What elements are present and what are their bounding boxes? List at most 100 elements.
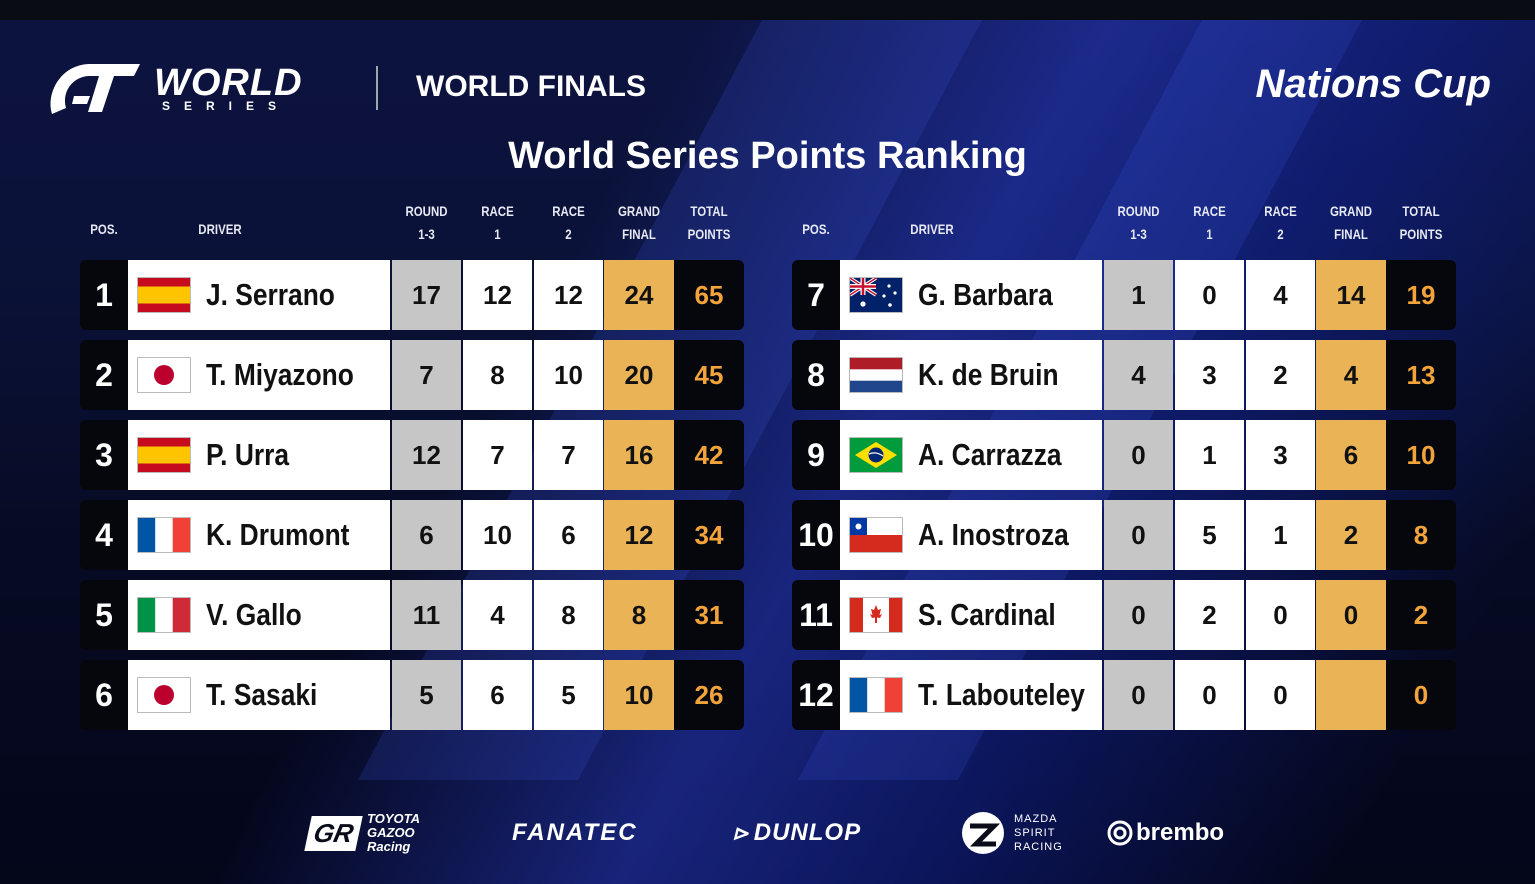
toyota-gazoo-racing-logo: GR TOYOTA GAZOO Racing	[304, 808, 420, 858]
round13-points: 1	[1104, 260, 1173, 330]
logo-series-text: SERIES	[162, 99, 291, 113]
japan-flag-icon	[138, 678, 190, 712]
standings-row: 6 T. Sasaki 5 6 5 10 26	[80, 660, 744, 730]
total-points: 19	[1386, 260, 1456, 330]
position-cell	[792, 580, 840, 650]
canada-flag-icon	[850, 598, 902, 632]
sponsor-text: GAZOO	[367, 825, 415, 840]
position-number: 3	[95, 437, 113, 473]
race1-points: 0	[1175, 260, 1244, 330]
gr-badge: GR	[304, 815, 363, 851]
sponsor-text: SPIRIT	[1014, 827, 1056, 839]
total-points: 2	[1386, 580, 1456, 650]
sponsor-text: TOYOTA	[367, 811, 420, 826]
driver-name: T. Labouteley	[918, 677, 1085, 712]
header-driver: DRIVER	[198, 221, 242, 237]
grand-final-points: 0	[1316, 580, 1386, 650]
position-cell	[792, 340, 840, 410]
chile-flag-icon	[850, 518, 902, 552]
race2-points: 7	[534, 420, 603, 490]
header-race1: RACE 1	[481, 203, 514, 242]
total-points: 34	[674, 500, 744, 570]
standings-row: 8 K. de Bruin 4 3 2 4 13	[792, 340, 1456, 410]
driver-name: A. Carrazza	[918, 437, 1062, 472]
race1-points: 6	[463, 660, 532, 730]
total-points: 31	[674, 580, 744, 650]
grand-final-points: 10	[604, 660, 674, 730]
brembo-icon	[1107, 820, 1133, 846]
race1-points: 8	[463, 340, 532, 410]
position-number: 6	[95, 677, 113, 713]
header-driver: DRIVER	[910, 221, 954, 237]
race2-points: 1	[1246, 500, 1315, 570]
header-race2: RACE 2	[1264, 203, 1297, 242]
round13-points: 0	[1104, 660, 1173, 730]
position-cell	[792, 660, 840, 730]
total-points: 10	[1386, 420, 1456, 490]
grand-final-points: 8	[604, 580, 674, 650]
position-number: 12	[798, 677, 834, 713]
spain-flag-icon	[138, 438, 190, 472]
netherlands-flag-icon	[850, 358, 902, 392]
mazda-spirit-icon	[962, 812, 1004, 854]
position-number: 8	[807, 357, 825, 393]
header-race2: RACE 2	[552, 203, 585, 242]
round13-points: 0	[1104, 420, 1173, 490]
total-points: 0	[1386, 660, 1456, 730]
sponsor-text: MAZDA	[1014, 813, 1058, 825]
driver-name: J. Serrano	[206, 277, 335, 312]
round13-points: 4	[1104, 340, 1173, 410]
race2-points: 5	[534, 660, 603, 730]
position-cell	[792, 420, 840, 490]
standings-row: 12 T. Labouteley 0 0 0 0	[792, 660, 1456, 730]
france-flag-icon	[138, 518, 190, 552]
race1-points: 4	[463, 580, 532, 650]
grand-final-points: 12	[604, 500, 674, 570]
driver-cell: K. Drumont	[128, 500, 390, 570]
race2-points: 4	[1246, 260, 1315, 330]
driver-cell: A. Carrazza	[840, 420, 1102, 490]
fanatec-logo: FANATEC	[512, 819, 638, 846]
total-points: 26	[674, 660, 744, 730]
standings-row: 3 P. Urra 12 7 7 16 42	[80, 420, 744, 490]
race2-points: 0	[1246, 580, 1315, 650]
grand-final-points: 6	[1316, 420, 1386, 490]
position-number: 7	[807, 277, 825, 313]
header-pos: POS.	[90, 221, 118, 237]
standings-row: 9 A. Carrazza 0 1 3 6 10	[792, 420, 1456, 490]
standings-row: 7 G. Barbara 1 0 4 14 19	[792, 260, 1456, 330]
grand-final-points: 16	[604, 420, 674, 490]
driver-cell: T. Sasaki	[128, 660, 390, 730]
australia-flag-icon	[849, 276, 902, 312]
event-title: WORLD FINALS	[416, 70, 646, 103]
position-number: 5	[95, 597, 113, 633]
driver-name: S. Cardinal	[918, 597, 1056, 632]
round13-points: 7	[392, 340, 461, 410]
sponsor-text: RACING	[1014, 841, 1063, 853]
grand-final-points: 2	[1316, 500, 1386, 570]
driver-name: V. Gallo	[206, 597, 302, 632]
brembo-text: brembo	[1136, 819, 1225, 846]
race2-points: 12	[534, 260, 603, 330]
position-number: 10	[798, 517, 834, 553]
header-round13: ROUND 1-3	[405, 203, 448, 242]
driver-cell: S. Cardinal	[840, 580, 1102, 650]
driver-name: T. Miyazono	[206, 357, 354, 392]
japan-flag-icon	[138, 358, 190, 392]
header-pos: POS.	[802, 221, 830, 237]
round13-points: 17	[392, 260, 461, 330]
total-points: 65	[674, 260, 744, 330]
position-number: 4	[95, 517, 113, 553]
race1-points: 2	[1175, 580, 1244, 650]
driver-name: A. Inostroza	[918, 517, 1069, 552]
race2-points: 8	[534, 580, 603, 650]
driver-cell: T. Labouteley	[840, 660, 1102, 730]
total-points: 8	[1386, 500, 1456, 570]
position-cell	[80, 260, 128, 330]
round13-points: 5	[392, 660, 461, 730]
sponsor-text: Racing	[367, 839, 411, 854]
driver-name: G. Barbara	[918, 277, 1053, 312]
header-grand-final: GRAND FINAL	[1329, 203, 1373, 242]
total-points: 13	[1386, 340, 1456, 410]
position-cell	[80, 580, 128, 650]
